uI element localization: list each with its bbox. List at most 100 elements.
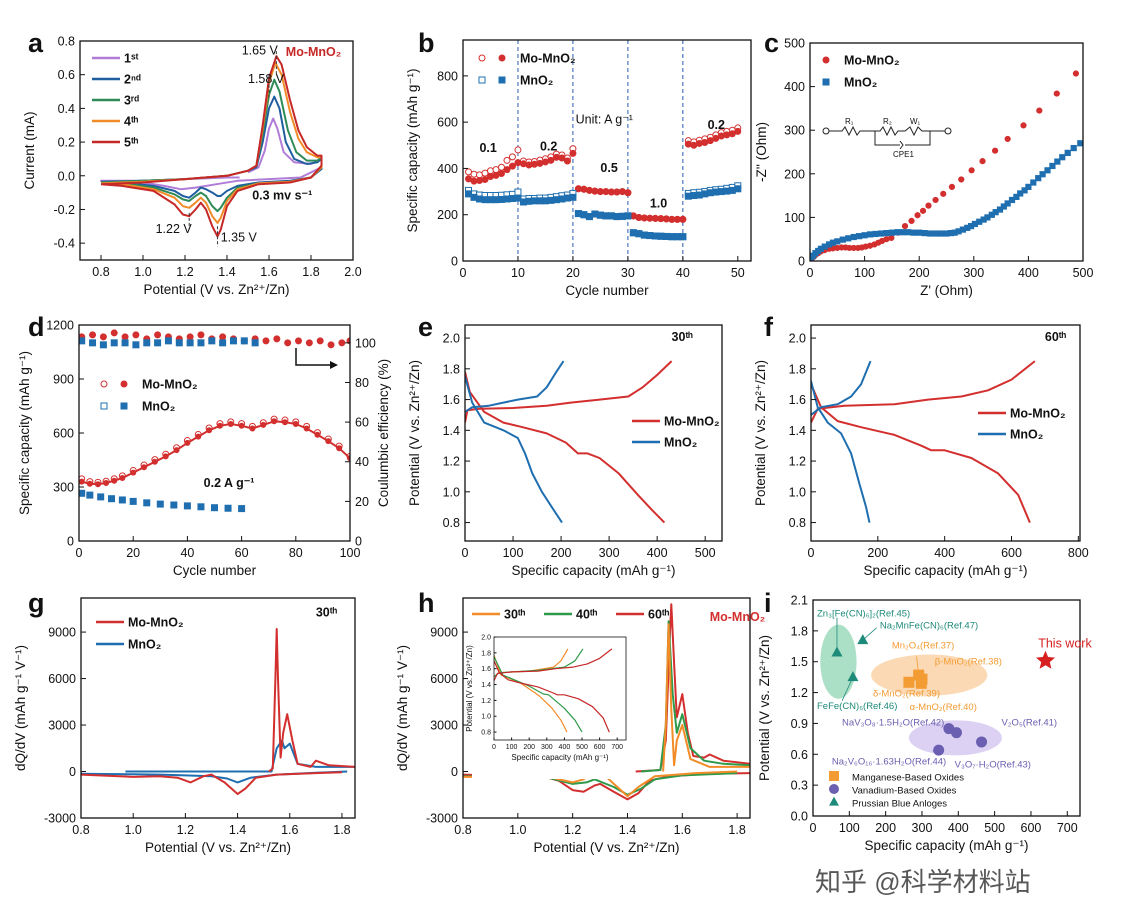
y-axis-label: Potential (V vs. Zn²⁺/Zn) bbox=[757, 635, 772, 781]
x-tick-label: 400 bbox=[647, 546, 668, 560]
data-point bbox=[857, 634, 869, 645]
series-Mo-MnO₂ bbox=[79, 418, 350, 488]
y-tick-label: 0.8 bbox=[481, 730, 491, 737]
y-tick-label: 1.4 bbox=[789, 424, 806, 438]
data-point bbox=[1004, 200, 1011, 207]
series-line bbox=[494, 660, 610, 733]
data-point bbox=[197, 339, 205, 347]
series-MnO₂ CE bbox=[79, 337, 259, 349]
data-point bbox=[156, 500, 164, 508]
x-axis-label: Specific capacity (mAh g⁻¹) bbox=[865, 838, 1029, 853]
y-tick-label: -3000 bbox=[426, 812, 458, 826]
y-tick-label: 1.4 bbox=[443, 424, 460, 438]
data-point bbox=[883, 229, 890, 237]
point-label: Na₂MnFe(CN)₆(Ref.47) bbox=[880, 621, 978, 632]
x-tick-label: 200 bbox=[551, 546, 572, 560]
data-point bbox=[89, 339, 97, 347]
x-tick-label: 20 bbox=[566, 266, 580, 280]
data-point bbox=[894, 229, 901, 236]
data-point bbox=[143, 339, 151, 347]
x-tick-label: 0 bbox=[76, 546, 83, 560]
data-point bbox=[99, 341, 107, 349]
y-axis-label: -Z'' (Ohm) bbox=[754, 122, 769, 182]
data-point bbox=[108, 495, 116, 503]
x-axis-label: Cycle number bbox=[173, 563, 257, 578]
data-point bbox=[1053, 90, 1060, 97]
annotation: 60ᵗʰ bbox=[1045, 330, 1067, 344]
legend-label: Mo-MnO₂ bbox=[520, 52, 576, 66]
x-axis-label: Cycle number bbox=[565, 283, 649, 298]
y-tick-label: 6000 bbox=[430, 672, 458, 686]
plot-frame bbox=[79, 40, 354, 261]
data-point bbox=[1021, 187, 1028, 194]
data-point bbox=[175, 339, 183, 347]
data-point bbox=[284, 339, 292, 347]
point-label: NaV₃O₈·1.5H₂O(Ref.42) bbox=[842, 717, 944, 728]
data-point bbox=[866, 231, 874, 238]
data-point bbox=[303, 425, 310, 432]
data-point bbox=[927, 230, 934, 237]
x-tick-label: 50 bbox=[731, 266, 745, 280]
point-label: δ-MnO₂(Ref.39) bbox=[873, 689, 940, 700]
point-label: V₃O₇·H₂O(Ref.43) bbox=[955, 760, 1031, 771]
y-tick-label: 0.4 bbox=[58, 102, 75, 116]
data-point bbox=[1004, 135, 1011, 143]
y-tick-label: 0.3 bbox=[791, 779, 808, 793]
legend-marker bbox=[498, 54, 506, 62]
legend-marker bbox=[829, 796, 839, 806]
legend: 1ˢᵗ 2ⁿᵈ 3ʳᵈ 4ᵗʰ 5ᵗʰ bbox=[92, 52, 141, 150]
series-line bbox=[641, 620, 750, 773]
x-tick-label: 700 bbox=[611, 744, 623, 751]
data-point bbox=[121, 339, 129, 347]
right-axis-arrow-icon bbox=[295, 348, 338, 369]
x-tick-label: 1.4 bbox=[229, 823, 246, 837]
data-point bbox=[940, 190, 947, 197]
x-tick-label: 200 bbox=[523, 744, 535, 751]
data-point bbox=[292, 421, 299, 427]
data-point bbox=[132, 331, 140, 339]
x-tick-label: 100 bbox=[503, 546, 524, 560]
annotation: 1.65 V bbox=[242, 43, 279, 57]
panel-a: a 0.8 1.0 1.2 1.4 1.6 1.8 2.0 -0.4 -0.2 0.0 0.2 0.4 0… bbox=[22, 28, 362, 297]
y-axis-label: Potential (V vs. Zn²⁺/Zn) bbox=[465, 645, 474, 732]
x-tick-label: 40 bbox=[676, 266, 690, 280]
data-point bbox=[151, 458, 158, 465]
data-point bbox=[503, 166, 511, 174]
data-point bbox=[89, 331, 97, 339]
x-axis-label: Potential (V vs. Zn²⁺/Zn) bbox=[145, 840, 291, 855]
y-tick-label: 300 bbox=[784, 124, 805, 138]
data-point bbox=[103, 480, 110, 487]
data-point bbox=[503, 156, 511, 164]
data-point bbox=[121, 333, 129, 341]
legend-marker bbox=[120, 380, 128, 388]
data-point bbox=[327, 341, 335, 349]
y-tick-label: -3000 bbox=[44, 812, 76, 826]
series-line bbox=[494, 656, 583, 733]
data-point bbox=[325, 438, 332, 445]
annotation: 0.1 bbox=[479, 141, 496, 155]
series-MnO₂ bbox=[811, 360, 872, 523]
inset-background bbox=[472, 631, 634, 779]
y-axis-label: Specific capacity (mAh g⁻¹) bbox=[17, 351, 32, 515]
series-line bbox=[662, 623, 750, 772]
y-tick-label: 500 bbox=[784, 37, 805, 51]
data-point bbox=[908, 217, 915, 224]
series-line bbox=[100, 55, 323, 238]
y-axis-label: Potential (V vs. Zn²⁺/Zn) bbox=[753, 360, 768, 506]
x-tick-label: 400 bbox=[559, 744, 571, 751]
x-tick-label: 1.8 bbox=[728, 823, 745, 837]
data-point bbox=[914, 212, 921, 219]
circuit-label: R₂ bbox=[883, 117, 892, 126]
data-point bbox=[1044, 167, 1051, 174]
data-point bbox=[877, 230, 885, 237]
annotation: Unit: A g⁻¹ bbox=[576, 112, 633, 126]
data-point bbox=[197, 331, 205, 339]
y-tick-label: 3000 bbox=[430, 719, 458, 733]
data-point bbox=[839, 236, 846, 243]
y-tick-label: 400 bbox=[437, 162, 458, 176]
annotation: 30ᵗʰ bbox=[316, 606, 338, 620]
data-point bbox=[94, 481, 101, 488]
legend-label: 60ᵗʰ bbox=[648, 608, 670, 622]
data-point bbox=[834, 238, 841, 245]
data-point bbox=[991, 147, 999, 154]
